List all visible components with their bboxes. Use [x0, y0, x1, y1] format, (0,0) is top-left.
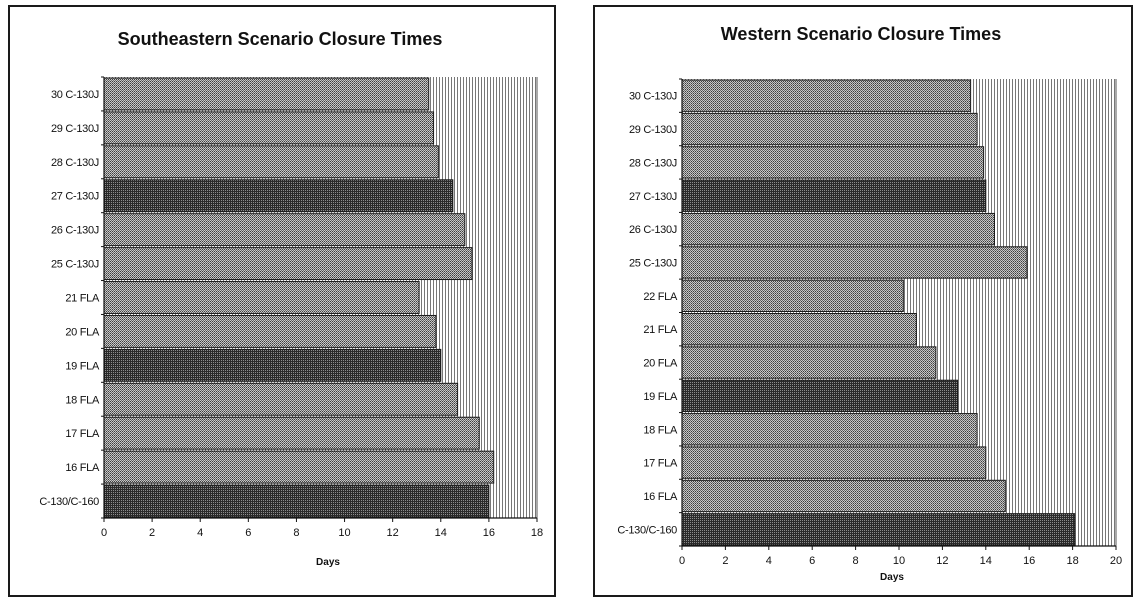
w-bar [681, 513, 1076, 546]
w-x-tick-label: 14 [980, 555, 992, 567]
se-bar [103, 145, 439, 179]
w-bar [681, 179, 987, 212]
se-bar [103, 77, 430, 111]
w-category-label: 20 FLA [643, 358, 678, 370]
w-category-label: C-130/C-160 [617, 524, 677, 536]
se-x-tick-label: 16 [483, 527, 495, 539]
w-x-tick-label: 18 [1066, 555, 1078, 567]
se-category-label: 17 FLA [65, 428, 100, 440]
w-category-label: 26 C-130J [629, 224, 677, 236]
southeastern-chart-title: Southeastern Scenario Closure Times [118, 29, 443, 49]
se-category-label: 30 C-130J [51, 89, 99, 101]
w-x-tick-label: 20 [1110, 555, 1122, 567]
se-category-label: 25 C-130J [51, 259, 99, 271]
se-x-tick-label: 10 [338, 527, 350, 539]
w-bar [681, 279, 904, 312]
se-category-label: C-130/C-160 [39, 496, 99, 508]
w-x-tick-label: 6 [809, 555, 815, 567]
se-x-tick-label: 0 [101, 527, 107, 539]
se-bar [103, 111, 435, 145]
w-x-tick-label: 10 [893, 555, 905, 567]
w-bar [681, 413, 978, 446]
se-category-label: 19 FLA [65, 360, 100, 372]
se-bar [103, 247, 473, 281]
southeastern-x-axis-label: Days [316, 557, 340, 568]
se-bar [103, 382, 459, 416]
w-x-tick-label: 0 [679, 555, 685, 567]
se-x-tick-label: 4 [197, 527, 203, 539]
se-category-label: 27 C-130J [51, 191, 99, 203]
se-bar [103, 484, 490, 518]
w-category-label: 18 FLA [643, 424, 678, 436]
se-category-label: 29 C-130J [51, 123, 99, 135]
western-chart-panel: Western Scenario Closure Times Days 30 C… [593, 5, 1133, 597]
w-bar [681, 446, 987, 479]
se-x-tick-label: 2 [149, 527, 155, 539]
w-category-label: 29 C-130J [629, 124, 677, 136]
w-category-label: 30 C-130J [629, 91, 677, 103]
se-bar [103, 348, 442, 382]
w-bar [681, 379, 959, 413]
w-x-tick-label: 16 [1023, 555, 1035, 567]
w-category-label: 19 FLA [643, 391, 678, 403]
se-x-tick-label: 6 [245, 527, 251, 539]
se-category-label: 26 C-130J [51, 225, 99, 237]
w-category-label: 27 C-130J [629, 191, 677, 203]
se-category-label: 28 C-130J [51, 157, 99, 169]
w-bar [681, 146, 985, 179]
se-x-tick-label: 14 [435, 527, 447, 539]
w-category-label: 25 C-130J [629, 257, 677, 269]
w-bar [681, 479, 1006, 513]
se-bar [103, 416, 480, 450]
w-x-tick-label: 12 [936, 555, 948, 567]
se-bar [103, 179, 454, 213]
w-category-label: 17 FLA [643, 458, 678, 470]
se-x-tick-label: 12 [387, 527, 399, 539]
se-category-label: 18 FLA [65, 394, 100, 406]
se-category-label: 20 FLA [65, 326, 100, 338]
southeastern-chart-panel: Southeastern Scenario Closure Times Days… [8, 5, 556, 597]
se-x-tick-label: 18 [531, 527, 543, 539]
se-bar [103, 281, 420, 314]
se-category-label: 21 FLA [65, 293, 100, 305]
w-bar [681, 79, 972, 112]
southeastern-chart-svg: Southeastern Scenario Closure Times Days… [39, 29, 543, 568]
se-bar [103, 450, 495, 484]
w-category-label: 21 FLA [643, 324, 678, 336]
w-bar [681, 112, 978, 146]
w-category-label: 22 FLA [643, 291, 678, 303]
se-x-tick-label: 8 [293, 527, 299, 539]
w-category-label: 28 C-130J [629, 157, 677, 169]
w-bar [681, 246, 1028, 279]
w-x-tick-label: 4 [766, 555, 772, 567]
w-x-tick-label: 8 [853, 555, 859, 567]
se-bar [103, 314, 437, 348]
se-category-label: 16 FLA [65, 462, 100, 474]
western-x-axis-label: Days [880, 572, 904, 583]
w-category-label: 16 FLA [643, 491, 678, 503]
se-bar [103, 213, 466, 247]
western-chart-svg: Western Scenario Closure Times Days 30 C… [617, 24, 1122, 583]
w-bar [681, 346, 937, 379]
w-bar [681, 212, 995, 246]
w-bar [681, 313, 917, 346]
western-chart-title: Western Scenario Closure Times [721, 24, 1001, 44]
w-x-tick-label: 2 [722, 555, 728, 567]
